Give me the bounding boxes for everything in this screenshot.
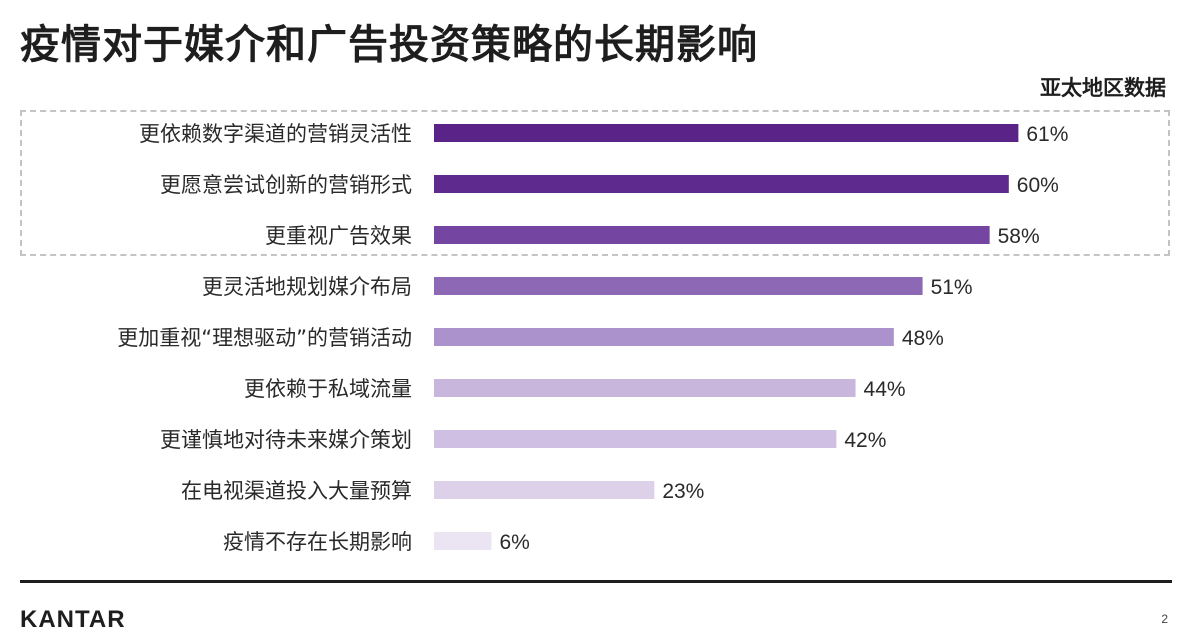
bar <box>434 175 1009 193</box>
value-label: 42% <box>844 429 886 452</box>
bar <box>434 124 1019 142</box>
category-label: 更谨慎地对待未来媒介策划 <box>160 428 412 452</box>
bar <box>434 481 655 499</box>
category-label: 更依赖于私域流量 <box>244 377 412 401</box>
bar-chart: 更依赖数字渠道的营销灵活性 61% 更愿意尝试创新的营销形式 60% 更重视广告效果 58… <box>117 122 1068 554</box>
page-title: 疫情对于媒介和广告投资策略的长期影响 <box>20 22 758 68</box>
category-label: 更加重视“理想驱动”的营销活动 <box>117 326 412 350</box>
value-label: 44% <box>864 378 906 401</box>
category-label: 更愿意尝试创新的营销形式 <box>160 173 412 197</box>
category-label: 更灵活地规划媒介布局 <box>202 275 412 299</box>
value-label: 6% <box>499 531 529 554</box>
bar <box>434 277 923 295</box>
region-label: 亚太地区数据 <box>1040 76 1166 100</box>
value-label: 51% <box>931 276 973 299</box>
kantar-logo: KANTAR <box>20 606 126 633</box>
bar <box>434 379 856 397</box>
value-label: 48% <box>902 327 944 350</box>
bar <box>434 328 894 346</box>
footer-divider <box>20 580 1172 583</box>
category-label: 疫情不存在长期影响 <box>223 530 412 554</box>
value-label: 23% <box>662 480 704 503</box>
bar <box>434 430 837 448</box>
top-three-highlight-box <box>20 110 1170 256</box>
value-label: 60% <box>1017 174 1059 197</box>
category-label: 更依赖数字渠道的营销灵活性 <box>139 122 412 146</box>
category-label: 更重视广告效果 <box>265 224 412 248</box>
bar <box>434 226 990 244</box>
value-label: 61% <box>1026 123 1068 146</box>
value-label: 58% <box>998 225 1040 248</box>
category-label: 在电视渠道投入大量预算 <box>181 479 412 503</box>
bar <box>434 532 492 550</box>
page-number: 2 <box>1161 612 1168 626</box>
